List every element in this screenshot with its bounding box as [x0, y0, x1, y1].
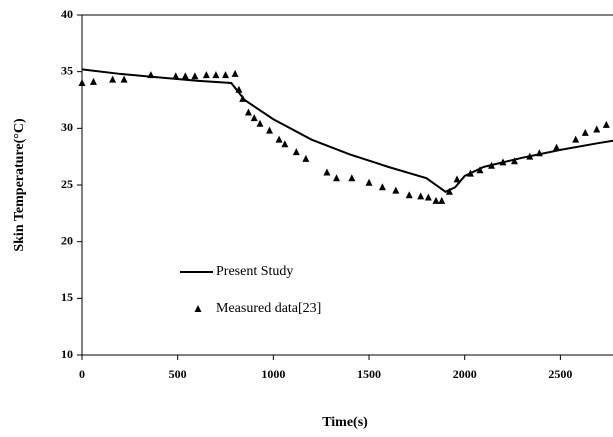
y-tick-label: 25	[61, 177, 73, 191]
data-point	[202, 71, 210, 79]
y-axis-label: Skin Temperature(°C)	[12, 118, 27, 252]
data-point	[191, 72, 199, 80]
data-point	[476, 166, 484, 174]
data-point	[120, 75, 128, 83]
y-tick-label: 40	[61, 7, 73, 21]
data-point	[332, 174, 340, 182]
y-tick-label: 10	[61, 347, 73, 361]
legend-marker	[194, 305, 202, 312]
data-point	[466, 169, 474, 177]
legend-label: Present Study	[216, 264, 293, 279]
data-point	[432, 196, 440, 204]
data-point	[526, 152, 534, 160]
data-point	[181, 72, 189, 80]
data-point	[302, 154, 310, 162]
data-point	[222, 71, 230, 79]
data-point	[581, 128, 589, 136]
data-point	[89, 77, 97, 85]
data-point	[348, 174, 356, 182]
y-tick-label: 30	[61, 120, 73, 134]
data-point	[602, 120, 610, 128]
data-point	[109, 75, 117, 83]
data-point	[231, 69, 239, 77]
x-tick-label: 1000	[261, 367, 285, 381]
data-point	[147, 71, 155, 79]
data-point	[235, 85, 243, 93]
data-point	[405, 191, 413, 199]
data-point	[212, 71, 220, 79]
data-point	[323, 168, 331, 176]
data-point	[438, 196, 446, 204]
data-point	[572, 135, 580, 143]
data-point	[250, 114, 258, 122]
data-point	[453, 175, 461, 183]
data-point	[445, 187, 453, 195]
data-point	[593, 125, 601, 133]
data-point	[78, 79, 86, 86]
series-line	[81, 68, 613, 193]
data-point	[392, 186, 400, 194]
x-tick-label: 1500	[357, 367, 381, 381]
data-point	[172, 72, 180, 80]
legend-label: Measured data[23]	[216, 301, 321, 316]
data-point	[378, 183, 386, 191]
data-point	[424, 193, 432, 201]
x-axis-label: Time(s)	[322, 415, 368, 430]
data-point	[365, 178, 373, 186]
data-point	[510, 157, 518, 165]
y-tick-label: 15	[61, 290, 73, 304]
y-tick-label: 35	[61, 63, 73, 77]
data-point	[499, 158, 507, 166]
x-tick-label: 500	[169, 367, 187, 381]
x-tick-label: 2000	[453, 367, 477, 381]
data-point	[239, 94, 247, 102]
data-point	[487, 161, 495, 169]
data-point	[292, 148, 300, 156]
x-tick-label: 2500	[548, 367, 572, 381]
y-tick-label: 20	[61, 233, 73, 247]
data-point	[275, 135, 283, 143]
data-point	[266, 126, 274, 134]
data-point	[553, 143, 561, 151]
data-point	[535, 149, 543, 157]
data-point	[256, 119, 264, 127]
data-point	[281, 140, 289, 148]
x-tick-label: 0	[79, 367, 85, 381]
plot-frame	[81, 14, 613, 356]
data-point	[244, 108, 252, 116]
data-point	[417, 192, 425, 200]
